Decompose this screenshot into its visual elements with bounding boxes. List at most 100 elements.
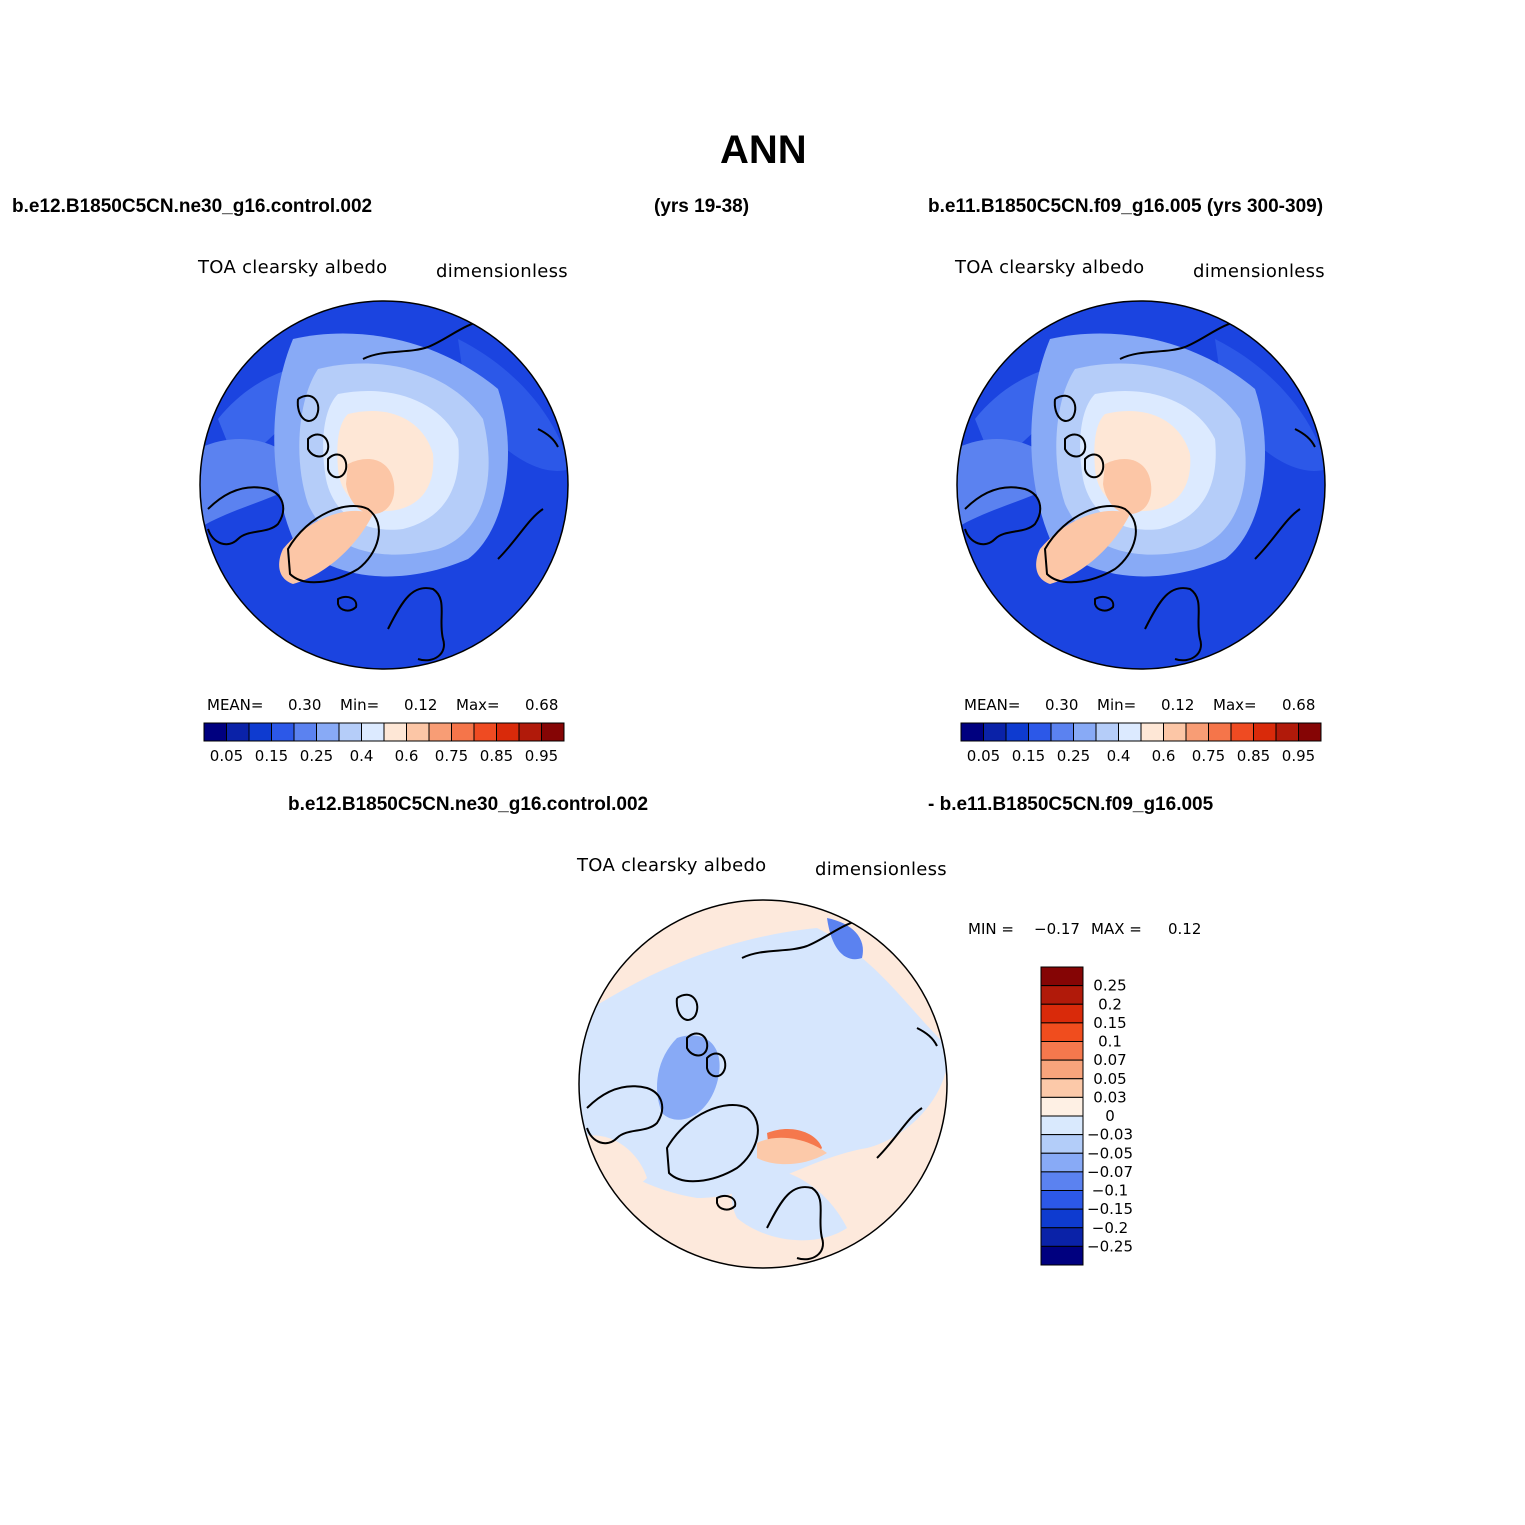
albedo-map-case1 — [199, 300, 569, 670]
coastline-8 — [497, 508, 544, 560]
panel3-max-label: MAX = — [1091, 920, 1142, 938]
field-contour-7 — [1103, 459, 1152, 514]
coastline-1 — [1044, 504, 1137, 584]
colorbar-box — [248, 722, 272, 742]
field-contour-1 — [657, 1035, 720, 1120]
coastline-1 — [287, 504, 380, 584]
colorbar-box — [226, 722, 250, 742]
colorbar-box — [1040, 1190, 1084, 1210]
colorbar-tick-label: 0.75 — [1192, 747, 1225, 765]
albedo-difference-map — [578, 899, 948, 1269]
colorbar-box — [1298, 722, 1322, 742]
colorbar-box — [316, 722, 340, 742]
colorbar-tick-label: 0 — [1105, 1107, 1115, 1125]
coastline-3 — [296, 394, 320, 422]
coastline-1 — [666, 1103, 759, 1183]
map-boundary — [578, 899, 948, 1269]
colorbar-box — [1040, 1059, 1084, 1080]
colorbar-tick-label: 0.95 — [525, 747, 558, 765]
colorbar-tick-label: 0.6 — [1152, 747, 1176, 765]
colorbar-tick-label: 0.25 — [1093, 977, 1126, 995]
colorbar-tick-label: −0.25 — [1087, 1237, 1133, 1255]
coastline-9 — [916, 1027, 938, 1047]
field-contour-0 — [579, 928, 947, 1198]
colorbar-box — [1230, 722, 1254, 742]
colorbar-tick-label: 0.25 — [300, 747, 333, 765]
coastline-9 — [537, 428, 559, 448]
colorbar-box — [1253, 722, 1277, 742]
colorbar-box — [1163, 722, 1187, 742]
coastline-5 — [327, 453, 348, 479]
coastline-9 — [1294, 428, 1316, 448]
case2-header: b.e11.B1850C5CN.f09_g16.005 (yrs 300-309… — [928, 196, 1324, 217]
panel2-mean-label: MEAN= — [964, 696, 1021, 714]
colorbar-box — [1040, 1096, 1084, 1117]
colorbar-tick-label: 0.05 — [1093, 1070, 1126, 1088]
colorbar-tick-label: 0.03 — [1093, 1088, 1126, 1106]
colorbar-box — [1040, 1227, 1084, 1247]
coastline-7 — [716, 1195, 737, 1211]
panel2-min-label: Min= — [1097, 696, 1137, 714]
colorbar-box — [1095, 722, 1119, 742]
colorbar-case2: 0.05 0.15 0.25 0.4 0.6 0.75 0.85 0.95 — [960, 722, 1322, 765]
panel1-min-value: 0.12 — [404, 696, 438, 714]
panel3-min-label: MIN = — [968, 920, 1014, 938]
colorbar-box — [1040, 966, 1084, 987]
colorbar-box — [203, 722, 227, 742]
colorbar-box — [1208, 722, 1232, 742]
colorbar-tick-label: 0.07 — [1093, 1051, 1126, 1069]
colorbar-box — [496, 722, 520, 742]
colorbar-box — [271, 722, 295, 742]
field-contour-8 — [279, 510, 373, 584]
colorbar-box — [1040, 985, 1084, 1005]
diff-left-header: b.e12.B1850C5CN.ne30_g16.control.002 — [288, 794, 649, 815]
colorbar-box — [473, 722, 497, 742]
colorbar-tick-label: 0.05 — [210, 747, 243, 765]
case1-header: b.e12.B1850C5CN.ne30_g16.control.002 — [12, 196, 373, 217]
field-contour-7 — [346, 459, 395, 514]
colorbar-box — [1040, 1022, 1084, 1042]
colorbar-box — [960, 722, 984, 742]
colorbar-box — [406, 722, 430, 742]
colorbar-box — [293, 722, 317, 742]
panel1-mean-label: MEAN= — [207, 696, 264, 714]
field-contour-2 — [1215, 339, 1325, 471]
colorbar-box — [338, 722, 362, 742]
coastline-2 — [362, 318, 489, 360]
years-header: (yrs 19-38) — [654, 196, 750, 217]
colorbar-tick-label: 0.15 — [255, 747, 288, 765]
colorbar-box — [1040, 1041, 1084, 1061]
colorbar-tick-label: −0.03 — [1087, 1126, 1133, 1144]
colorbar-box — [451, 722, 475, 742]
map-boundary — [956, 300, 1326, 670]
coastline-5 — [1084, 453, 1105, 479]
field-contour-2 — [458, 339, 568, 471]
colorbar-box — [983, 722, 1007, 742]
colorbar-box — [428, 722, 452, 742]
panel1-min-label: Min= — [340, 696, 380, 714]
colorbar-box — [1040, 1152, 1084, 1173]
coastline-2 — [741, 917, 868, 959]
colorbar-tick-label: −0.2 — [1092, 1219, 1128, 1237]
panel2-mean-value: 0.30 — [1045, 696, 1079, 714]
panel1-mean-value: 0.30 — [288, 696, 322, 714]
panel2-variable: TOA clearsky albedo — [955, 257, 1145, 278]
colorbar-tick-label: 0.85 — [480, 747, 513, 765]
coastline-0 — [207, 486, 285, 546]
page-title: ANN — [720, 128, 807, 172]
coastline-4 — [307, 433, 330, 458]
colorbar-box — [1185, 722, 1209, 742]
panel3-max-value: 0.12 — [1168, 920, 1202, 938]
colorbar-box — [1040, 1208, 1084, 1229]
panel1-units: dimensionless — [436, 261, 568, 282]
colorbar-tick-label: 0.75 — [435, 747, 468, 765]
panel3-min-value: −0.17 — [1034, 920, 1080, 938]
coastline-2 — [1119, 318, 1246, 360]
field-contour-2 — [827, 918, 863, 960]
colorbar-tick-label: 0.1 — [1098, 1033, 1122, 1051]
colorbar-box — [1040, 1171, 1084, 1191]
colorbar-box — [1040, 1134, 1084, 1154]
colorbar-box — [1275, 722, 1299, 742]
map-boundary — [199, 300, 569, 670]
colorbar-box — [1005, 722, 1029, 742]
